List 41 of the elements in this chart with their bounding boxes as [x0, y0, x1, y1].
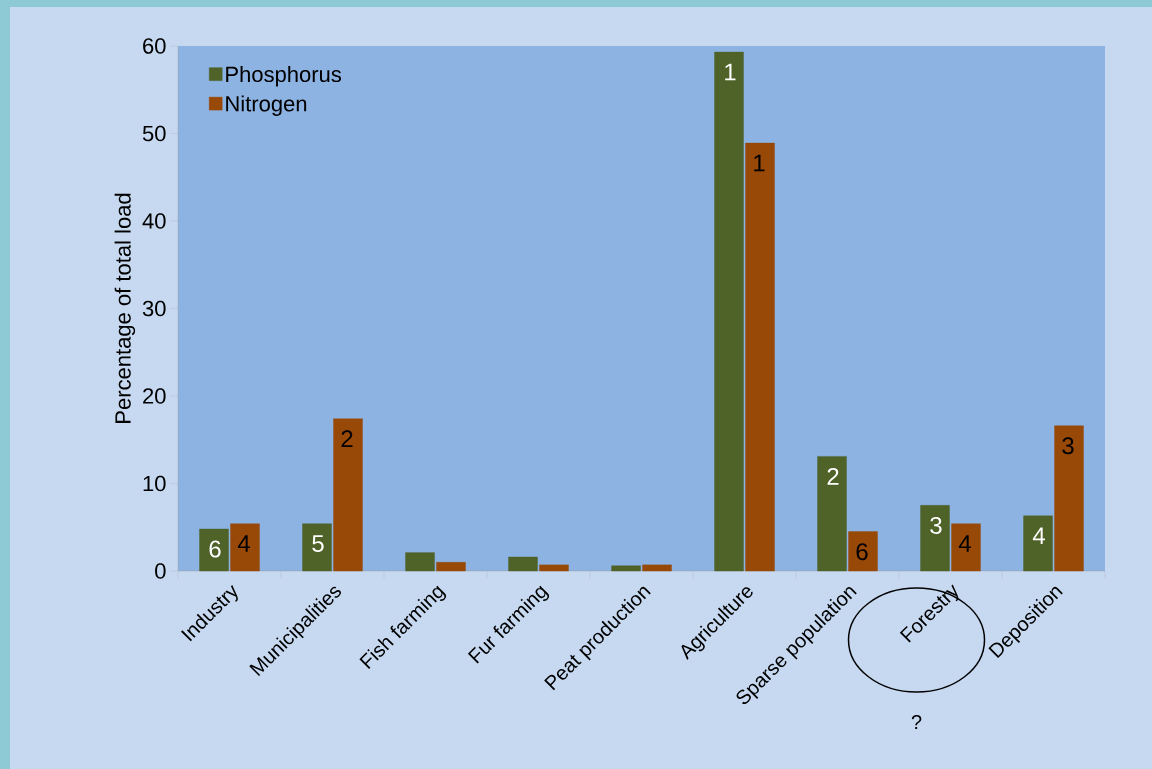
annotation: 3: [930, 516, 942, 534]
bar: [539, 564, 569, 572]
bar: [951, 523, 981, 572]
y-axis-title: Percentage of total load: [114, 193, 136, 423]
annotation: 2: [827, 467, 839, 485]
bar: [848, 531, 878, 572]
bar: [642, 564, 672, 572]
legend-label: Nitrogen: [226, 95, 307, 116]
y-tick-label: 40: [142, 213, 166, 229]
y-tick-label: 30: [142, 300, 166, 317]
bar: [333, 418, 363, 572]
bar: [302, 523, 332, 572]
text: ?: [911, 715, 922, 729]
annotation: 4: [1032, 527, 1045, 544]
bar: [230, 523, 260, 572]
bar: [405, 552, 435, 572]
annotation: 2: [341, 430, 353, 448]
bar: [1054, 425, 1084, 572]
annotation: 1: [725, 63, 736, 81]
annotation: 4: [958, 535, 971, 552]
annotation: 1: [754, 154, 765, 172]
bar: [714, 51, 744, 572]
annotation: 6: [209, 540, 221, 558]
bar: [436, 562, 466, 572]
annotation: 4: [237, 535, 250, 552]
bar: [745, 142, 775, 572]
annotation: 3: [1062, 437, 1074, 455]
bar: [199, 528, 229, 572]
y-tick-label: 10: [143, 475, 166, 492]
bar: [817, 456, 847, 572]
bar: [1023, 515, 1053, 572]
y-tick-label: 0: [155, 563, 166, 579]
y-tick-label: 60: [143, 38, 166, 54]
y-tick-label: 50: [142, 125, 166, 142]
annotation: 5: [312, 535, 324, 553]
bar: [611, 565, 641, 572]
y-tick-label: 20: [143, 388, 166, 404]
bar: [508, 556, 538, 572]
bar: [920, 505, 950, 572]
legend-label: Phosphorus: [226, 65, 342, 87]
annotation: 6: [856, 543, 868, 561]
